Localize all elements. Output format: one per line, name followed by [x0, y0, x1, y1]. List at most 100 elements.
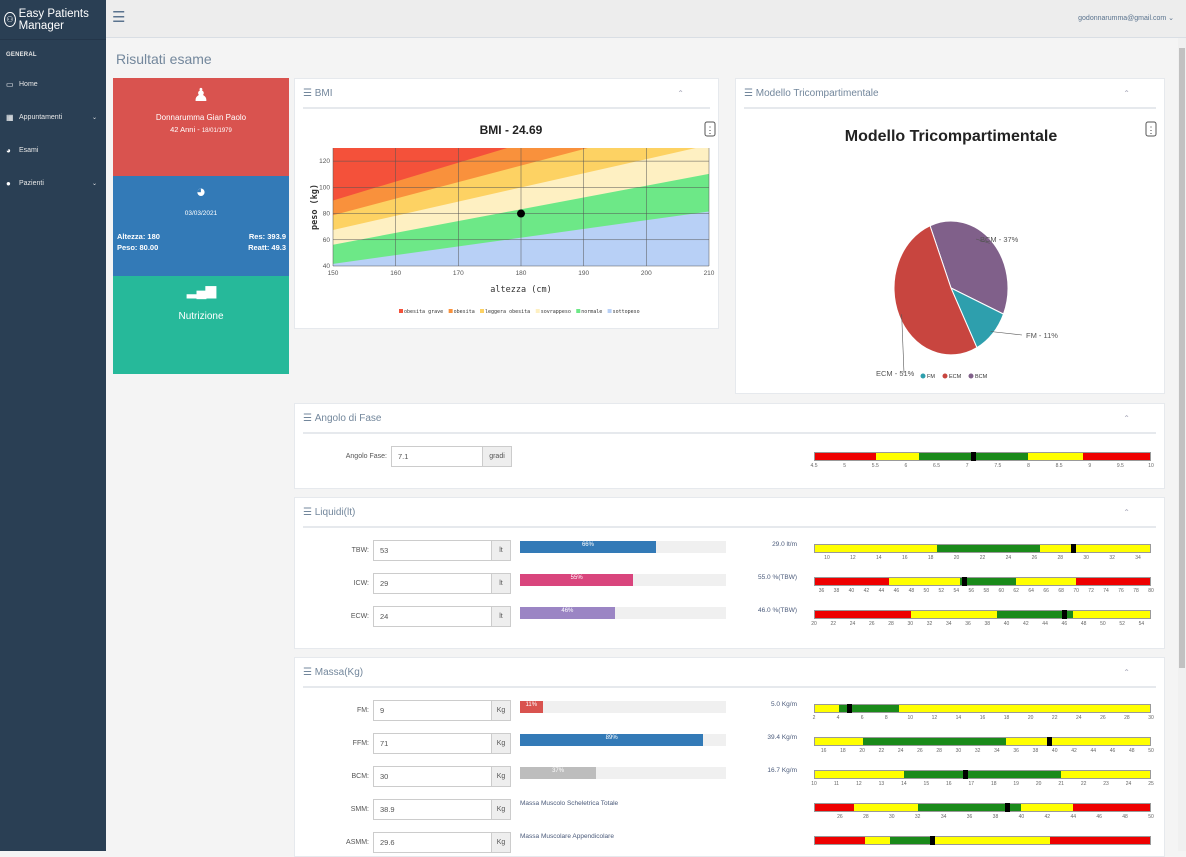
scrollbar-thumb[interactable]: [1179, 48, 1185, 668]
scale-tick: 8: [884, 715, 888, 721]
liquidi-progress: 55%: [520, 574, 726, 586]
brand[interactable]: ⚇ Easy Patients Manager: [0, 0, 106, 40]
liquidi-row: ICW: 29 lt: [335, 573, 511, 594]
scale-tick: 48: [1080, 621, 1087, 627]
scale-tick: 14: [876, 555, 882, 561]
bmi-legend-item[interactable]: sottopeso: [613, 309, 640, 315]
pie-slice[interactable]: [893, 224, 978, 356]
altezza-value: Altezza: 180: [117, 232, 160, 241]
scale-tick: 42: [863, 588, 870, 594]
scale-segment: [853, 804, 919, 811]
massa-input[interactable]: 71: [373, 733, 492, 754]
scale-segment: [996, 611, 1074, 618]
bmi-legend-swatch: [448, 309, 453, 313]
pie-legend-item[interactable]: BCM: [975, 374, 988, 380]
scale-tick: 48: [908, 588, 915, 594]
user-menu[interactable]: godonnarumma@gmail.com ⌄: [1078, 15, 1174, 22]
liquidi-input[interactable]: 29: [373, 573, 492, 594]
bmi-legend-item[interactable]: obesita: [454, 309, 475, 315]
nutrition-card[interactable]: ▂▄▆ Nutrizione: [113, 276, 289, 374]
collapse-icon[interactable]: ⌃: [677, 88, 684, 98]
bmi-legend-item[interactable]: sovrappeso: [541, 309, 571, 315]
collapse-icon[interactable]: ⌃: [1123, 667, 1130, 677]
bmi-legend-swatch: [399, 309, 403, 313]
massa-input[interactable]: 9: [373, 700, 492, 721]
chart-menu-button[interactable]: ⋮: [1145, 121, 1157, 137]
pie-legend-item[interactable]: ECM: [949, 374, 962, 380]
pie-legend-item[interactable]: FM: [927, 374, 935, 380]
sidebar: ⚇ Easy Patients Manager GENERAL ▭ Home ▦ A…: [0, 0, 106, 851]
pie-slice[interactable]: [929, 220, 1009, 315]
scale-tick: 36: [1013, 748, 1019, 754]
massa-ref: 39.4 Kg/m: [767, 734, 797, 741]
scale-marker: [1070, 544, 1076, 553]
progress-fill: 89%: [520, 734, 704, 746]
scale-segment: [960, 578, 1016, 585]
scale-tick: 28: [888, 621, 894, 627]
bmi-legend-swatch: [607, 309, 612, 313]
massa-input[interactable]: 29.6: [373, 832, 492, 853]
scale-tick: 24: [1005, 555, 1012, 561]
scale-tick: 34: [940, 814, 947, 820]
scale-tick: 50: [1100, 621, 1106, 627]
scale-tick: 34: [1135, 555, 1141, 561]
scale-marker: [1061, 610, 1067, 619]
collapse-icon[interactable]: ⌃: [1123, 507, 1130, 517]
massa-ticks: 26 28 30 32 34 36 38 40 42 44 46 48 50: [814, 814, 1154, 822]
massa-progress: 89%: [520, 734, 726, 746]
scale-marker: [1046, 737, 1052, 746]
scale-tick: 74: [1103, 588, 1109, 594]
sidebar-item-esami[interactable]: ◕ Esami: [6, 146, 39, 155]
bmi-legend-item[interactable]: normale: [581, 309, 602, 315]
page-title: Risultati esame: [116, 51, 212, 67]
massa-unit: Kg: [492, 766, 511, 787]
scale-tick: 50: [1148, 748, 1154, 754]
collapse-icon[interactable]: ⌃: [1123, 413, 1130, 423]
sidebar-item-appuntamenti[interactable]: ▦ Appuntamenti ⌄: [6, 113, 97, 122]
liquidi-input[interactable]: 53: [373, 540, 492, 561]
scale-tick: 42: [1023, 621, 1029, 627]
menu-toggle-icon[interactable]: ☰: [112, 9, 126, 26]
scale-tick: 22: [1080, 781, 1087, 787]
scale-tick: 28: [863, 814, 869, 820]
scale-tick: 34: [946, 621, 952, 627]
scale-tick: 18: [927, 555, 934, 561]
pie-legend-swatch: [942, 373, 948, 379]
massa-input[interactable]: 30: [373, 766, 492, 787]
massa-input[interactable]: 38.9: [373, 799, 492, 820]
massa-ref: 5.0 Kg/m: [770, 701, 797, 708]
scale-tick: 56: [968, 588, 975, 594]
collapse-icon[interactable]: ⌃: [1123, 88, 1130, 98]
scale-tick: 60: [998, 588, 1004, 594]
scale-marker: [961, 577, 967, 586]
bmi-legend-item[interactable]: leggera obesita: [485, 309, 530, 315]
menu-icon: ☰: [303, 506, 312, 518]
sidebar-item-home[interactable]: ▭ Home: [6, 80, 38, 89]
massa-label: FFM:: [352, 740, 369, 747]
scale-segment: [815, 578, 890, 585]
scale-tick: 14: [901, 781, 907, 787]
liquidi-ticks: 36 38 40 42 44 46 48 50 52 54 56 58 60 62 64 66 68 70 72 74…: [814, 588, 1154, 596]
fase-input[interactable]: 7.1: [391, 446, 483, 467]
scale-segment: [815, 738, 863, 745]
scale-tick: 40: [848, 588, 855, 594]
progress-fill: 55%: [520, 574, 634, 586]
scale-tick: 20: [1035, 781, 1042, 787]
scale-segment: [1006, 738, 1150, 745]
patient-age: 42 Anni: [170, 125, 196, 134]
liquidi-input[interactable]: 24: [373, 606, 492, 627]
bmi-legend-item[interactable]: obesita grave: [404, 309, 443, 315]
scale-tick: 30: [907, 621, 914, 627]
scale-tick: 44: [878, 588, 885, 594]
sidebar-item-pazienti[interactable]: ● Pazienti ⌄: [6, 179, 97, 188]
chart-menu-button[interactable]: ⋮: [704, 121, 716, 137]
scale-tick: 2: [812, 715, 816, 721]
scale-tick: 10: [824, 555, 830, 561]
massa-label: BCM:: [351, 773, 370, 780]
svg-text:⋮: ⋮: [1147, 125, 1156, 135]
liquidi-panel-title: Liquidi(lt): [314, 506, 356, 518]
scrollbar[interactable]: [1178, 38, 1186, 851]
scale-tick: 80: [1148, 588, 1154, 594]
bmi-point: [517, 209, 525, 218]
massa-ticks: [814, 847, 1151, 855]
